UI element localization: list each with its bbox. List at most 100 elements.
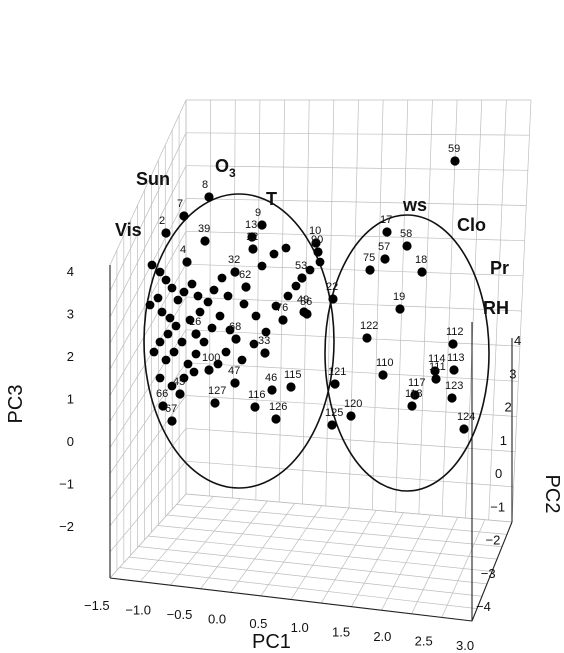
data-point: [380, 254, 390, 264]
grid-line: [109, 132, 187, 292]
y-axis-title: PC2: [541, 475, 563, 514]
data-point: [204, 192, 214, 202]
data-point: [449, 365, 459, 375]
grid-line: [185, 493, 513, 523]
data-point: [191, 349, 201, 359]
data-point: [199, 337, 209, 347]
cluster-ellipses: [143, 193, 490, 492]
box-frame: [109, 265, 513, 622]
data-point-label: 100: [202, 352, 220, 364]
data-point-label: 53: [295, 260, 307, 272]
data-point: [167, 416, 177, 426]
data-point-label: 2: [159, 215, 165, 227]
grid-line: [185, 296, 522, 312]
data-point-label: 19: [393, 291, 405, 303]
var-label-rh: RH: [483, 298, 509, 318]
data-point-label: 111: [429, 361, 446, 373]
data-point-label: 8: [202, 179, 208, 191]
data-point: [161, 355, 171, 365]
data-point-label: 75: [363, 252, 375, 264]
data-point: [155, 337, 165, 347]
y-tick-label: −1: [490, 499, 505, 514]
data-point-label: 45: [173, 376, 185, 388]
data-point-label: 113: [447, 352, 465, 364]
data-point: [328, 294, 338, 304]
data-point-label: 126: [269, 401, 287, 413]
var-label-o3: O3: [215, 156, 236, 180]
grid-line: [185, 230, 525, 242]
data-point: [165, 313, 175, 323]
data-point-label: 121: [328, 366, 346, 378]
data-point-label: 49: [297, 294, 309, 306]
data-point: [209, 285, 219, 295]
grid-line: [147, 535, 493, 572]
z-tick-label: −1: [59, 477, 74, 492]
data-point: [179, 287, 189, 297]
data-point: [210, 398, 220, 408]
grid-line: [109, 198, 187, 344]
var-label-sun: Sun: [136, 169, 170, 189]
data-point: [315, 257, 325, 267]
data-point: [171, 321, 181, 331]
data-point: [191, 329, 201, 339]
data-point: [430, 366, 440, 376]
data-point: [241, 282, 251, 292]
grid-line: [109, 165, 187, 318]
data-point: [257, 261, 267, 271]
var-label-o3-main: O: [215, 156, 229, 176]
data-point-label: 76: [276, 302, 288, 314]
data-point-label: 22: [326, 281, 338, 293]
grid-line: [119, 567, 478, 609]
data-point-label: 9: [255, 207, 261, 219]
data-point: [182, 257, 192, 267]
data-point: [161, 228, 171, 238]
y-tick-label: 1: [500, 433, 507, 448]
var-label-t: T: [266, 189, 277, 209]
data-point-label: 33: [258, 335, 270, 347]
data-point-label: 116: [248, 389, 266, 401]
variable-labels: Sun O3 T Vis ws Clo Pr RH: [115, 156, 509, 318]
data-point: [217, 273, 227, 283]
data-point: [187, 279, 197, 289]
grid-line: [185, 263, 524, 277]
z-tick-label: 2: [67, 349, 74, 364]
data-point: [311, 238, 321, 248]
y-tick-label: 2: [505, 400, 512, 415]
grid-line: [109, 362, 187, 474]
data-point: [410, 390, 420, 400]
var-label-vis: Vis: [115, 220, 142, 240]
data-point: [237, 355, 247, 365]
y-tick-label: −4: [476, 599, 491, 614]
y-tick-label: 0: [495, 466, 502, 481]
x-tick-label: 3.0: [456, 638, 474, 653]
grid-line: [109, 428, 187, 527]
data-point: [153, 293, 163, 303]
data-point: [247, 232, 257, 242]
data-point: [167, 381, 177, 391]
data-point: [395, 304, 405, 314]
tick-labels: −1.5 −1.0 −0.5 0.0 0.5 1.0 1.5 2.0 2.5 3.0 −4 −3 −2 −…: [59, 264, 521, 653]
data-point-label: 122: [360, 320, 378, 332]
data-point: [230, 378, 240, 388]
data-point: [431, 374, 441, 384]
data-point: [207, 323, 217, 333]
z-tick-label: 4: [67, 264, 74, 279]
data-point: [230, 267, 240, 277]
data-point: [155, 267, 165, 277]
data-point: [225, 325, 235, 335]
data-point: [313, 247, 323, 257]
x-tick-label: 0.0: [208, 611, 226, 626]
data-point: [305, 265, 315, 275]
data-point: [286, 382, 296, 392]
x-tick-label: −1.5: [84, 598, 110, 613]
data-point: [185, 315, 195, 325]
data-point: [189, 367, 199, 377]
data-point: [161, 275, 171, 285]
var-label-ws: ws: [402, 195, 427, 215]
data-point-label: 125: [325, 407, 343, 419]
data-point: [407, 401, 417, 411]
data-point: [231, 334, 241, 344]
x-tick-label: 1.0: [291, 620, 309, 635]
data-point-label: 46: [265, 372, 277, 384]
